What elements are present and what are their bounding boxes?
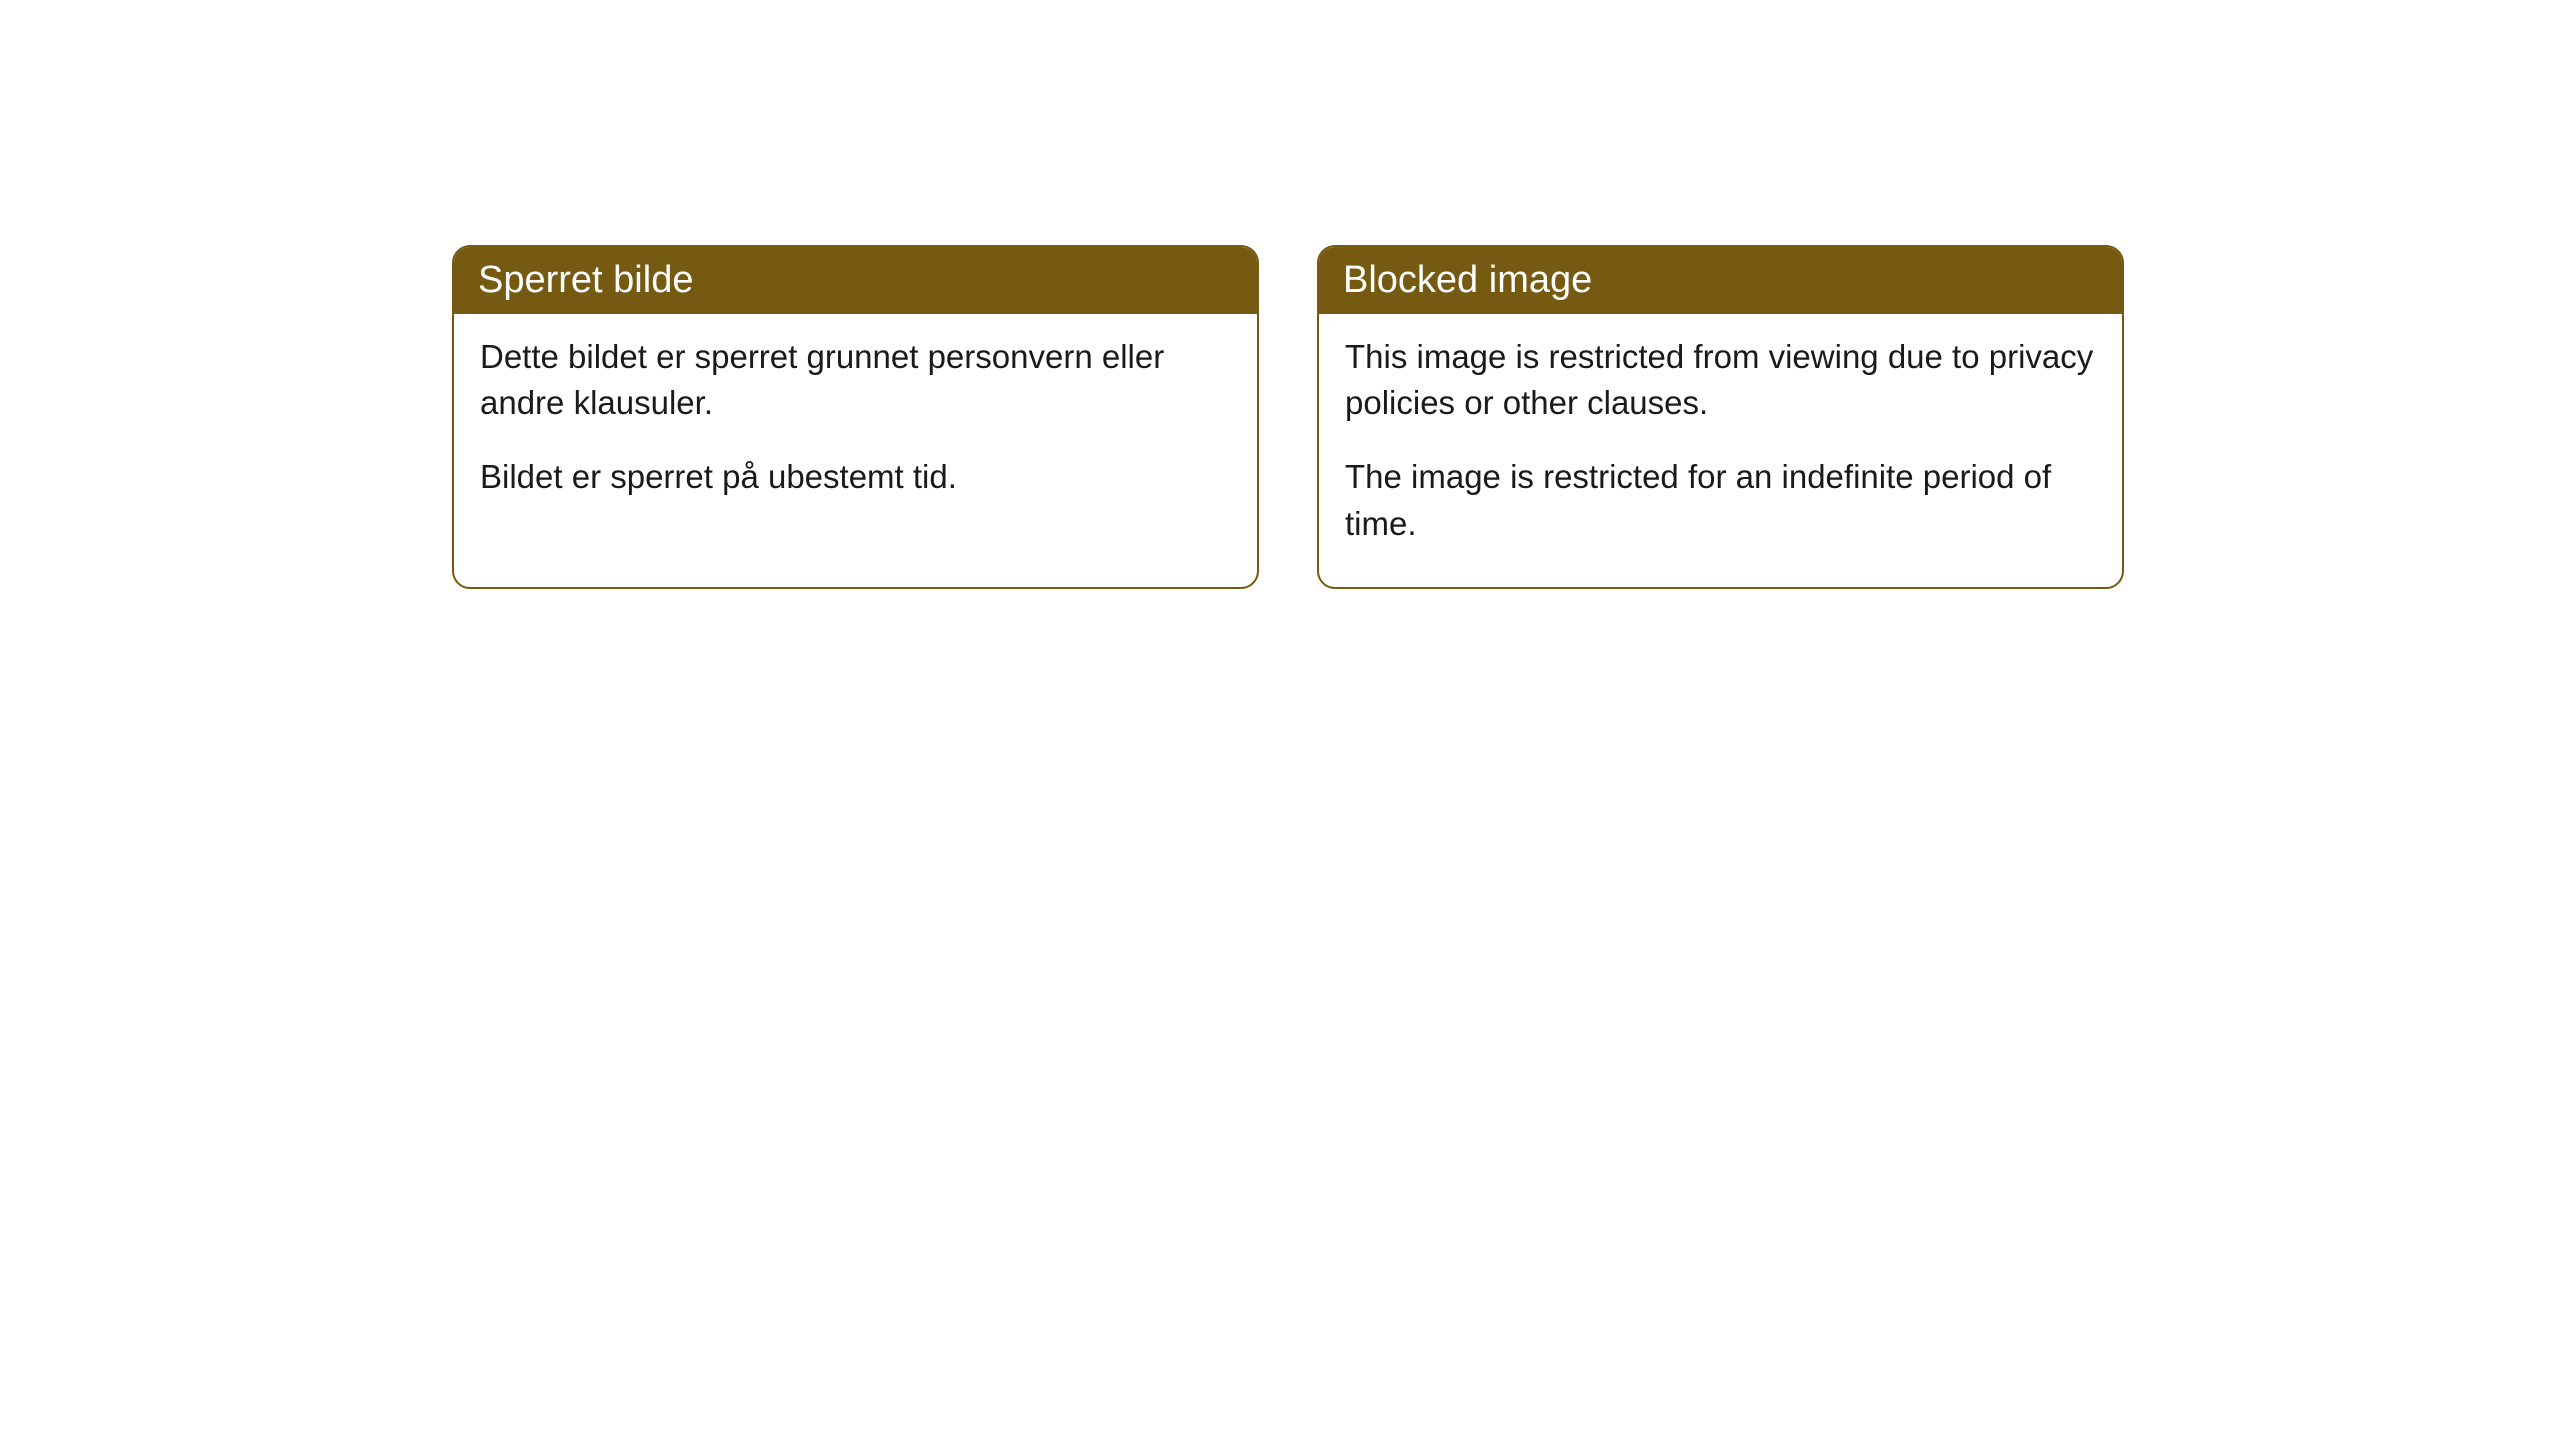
- notice-card-norwegian: Sperret bilde Dette bildet er sperret gr…: [452, 245, 1259, 589]
- notice-card-body: Dette bildet er sperret grunnet personve…: [454, 314, 1257, 541]
- notice-paragraph: Bildet er sperret på ubestemt tid.: [480, 454, 1231, 500]
- notice-paragraph: This image is restricted from viewing du…: [1345, 334, 2096, 426]
- notice-card-body: This image is restricted from viewing du…: [1319, 314, 2122, 587]
- notice-paragraph: The image is restricted for an indefinit…: [1345, 454, 2096, 546]
- notice-card-header: Blocked image: [1319, 247, 2122, 314]
- notice-card-header: Sperret bilde: [454, 247, 1257, 314]
- notice-paragraph: Dette bildet er sperret grunnet personve…: [480, 334, 1231, 426]
- notice-card-english: Blocked image This image is restricted f…: [1317, 245, 2124, 589]
- notice-container: Sperret bilde Dette bildet er sperret gr…: [452, 245, 2560, 589]
